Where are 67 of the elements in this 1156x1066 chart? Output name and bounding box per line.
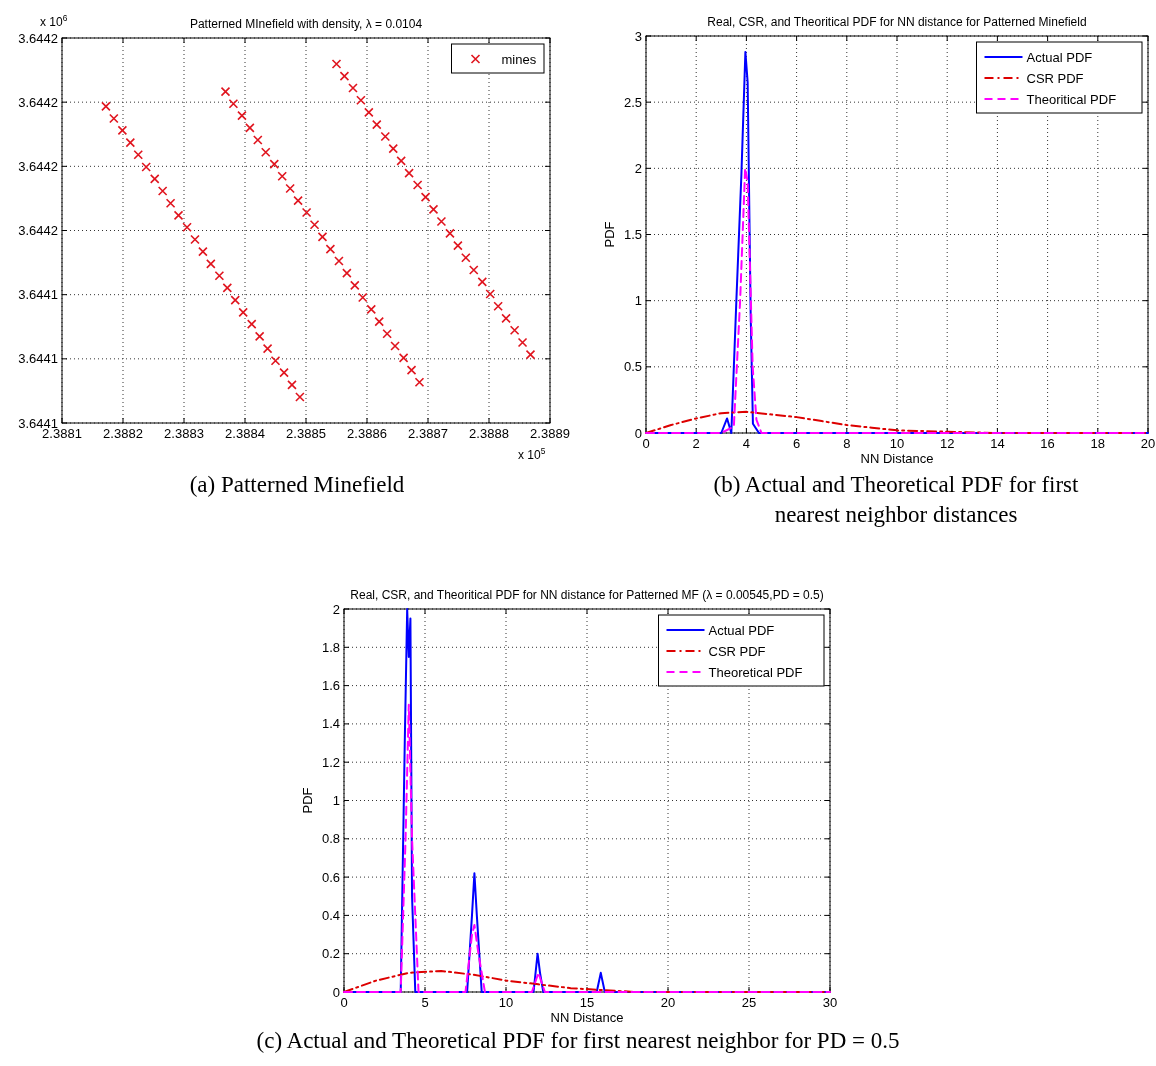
x-tick-label: 14 <box>990 436 1005 451</box>
legend-label: CSR PDF <box>1026 70 1084 86</box>
x-tick-label: 2.3888 <box>469 426 509 441</box>
legend-label: CSR PDF <box>708 643 766 659</box>
x-tick-label: 2.3883 <box>164 426 204 441</box>
text: (a) Patterned Minefield <box>189 472 405 497</box>
x-tick-label: 15 <box>579 995 595 1010</box>
y-tick-label: 1 <box>634 293 642 309</box>
chart-title: Real, CSR, and Theoritical PDF for NN distance for Patterned Minefield <box>707 15 1087 29</box>
y-tick-label: 3.6441 <box>18 287 58 303</box>
x-tick-label: 4 <box>742 436 751 451</box>
x-tick-label: 2 <box>692 436 700 451</box>
x-tick-label: 2.3885 <box>286 426 326 441</box>
legend-label: Theoretical PDF <box>708 664 803 680</box>
y-axis-title: PDF <box>602 221 617 248</box>
x-tick-label: 16 <box>1040 436 1055 451</box>
x-tick-label: 2.3886 <box>347 426 387 441</box>
x-tick-label: 25 <box>741 995 757 1010</box>
x-tick-label: 30 <box>822 995 838 1010</box>
x-tick-label: 2.3882 <box>103 426 143 441</box>
y-tick-label: 0.4 <box>321 907 340 923</box>
text: (c) Actual and Theoretical PDF for first nearest neighbor for PD = 0.5 <box>256 1028 900 1053</box>
text: x 10$^{6}$ <box>40 13 68 29</box>
y-tick-label: 0 <box>332 984 340 1000</box>
y-tick-label: 3 <box>634 28 642 44</box>
y-tick-label: 1 <box>332 793 340 808</box>
y-tick-label: 3.6442 <box>18 223 58 238</box>
x-tick-label: 2.3889 <box>530 426 570 441</box>
x-tick-label: 10 <box>498 995 514 1010</box>
x-tick-label: 20 <box>1140 436 1156 451</box>
chart-title: Patterned MInefield with density, λ = 0.0104 <box>189 17 423 31</box>
y-tick-label: 1.2 <box>321 754 340 770</box>
y-tick-label: 2.5 <box>623 94 642 110</box>
y-tick-label: 3.6442 <box>18 94 58 110</box>
y-tick-label: 2 <box>332 601 340 617</box>
x-tick-label: 2.3887 <box>408 426 448 441</box>
legend-label: Theoritical PDF <box>1026 91 1117 107</box>
text: (b) Actual and Theoretical PDF for first nearest neighbor distances <box>713 472 1080 527</box>
x-tick-label: 12 <box>939 436 955 451</box>
y-tick-label: 1.8 <box>321 639 340 655</box>
x-axis-title: NN Distance <box>860 451 934 466</box>
legend-label: mines <box>501 51 537 67</box>
x-tick-label: 2.3884 <box>225 426 265 441</box>
legend-label: Actual PDF <box>708 622 775 638</box>
x-tick-label: 6 <box>792 436 801 451</box>
chart-title: Real, CSR, and Theoritical PDF for NN distance for Patterned MF (λ = 0.00545,PD = 0.5) <box>350 588 824 602</box>
y-tick-label: 0.8 <box>321 831 340 847</box>
text: x 10$^{5}$ <box>518 446 546 462</box>
y-tick-label: 1.4 <box>321 716 340 732</box>
y-axis-title: PDF <box>300 787 315 814</box>
x-tick-label: 10 <box>889 436 905 451</box>
y-tick-label: 0.5 <box>623 359 642 375</box>
x-tick-label: 5 <box>421 995 429 1010</box>
x-tick-label: 8 <box>843 436 851 451</box>
y-tick-label: 3.6442 <box>18 30 58 46</box>
x-tick-label: 18 <box>1090 436 1106 451</box>
y-tick-label: 3.6442 <box>18 158 58 174</box>
y-tick-label: 1.5 <box>623 227 642 242</box>
legend-label: Actual PDF <box>1026 49 1093 65</box>
y-tick-label: 3.6441 <box>18 351 58 367</box>
x-axis-title: NN Distance <box>550 1010 624 1025</box>
y-tick-label: 0.6 <box>321 869 340 885</box>
y-tick-label: 0.2 <box>321 946 340 962</box>
x-tick-label: 2.3881 <box>42 426 82 441</box>
y-tick-label: 2 <box>634 160 642 176</box>
x-tick-label: 20 <box>660 995 676 1010</box>
y-tick-label: 1.6 <box>321 678 340 694</box>
